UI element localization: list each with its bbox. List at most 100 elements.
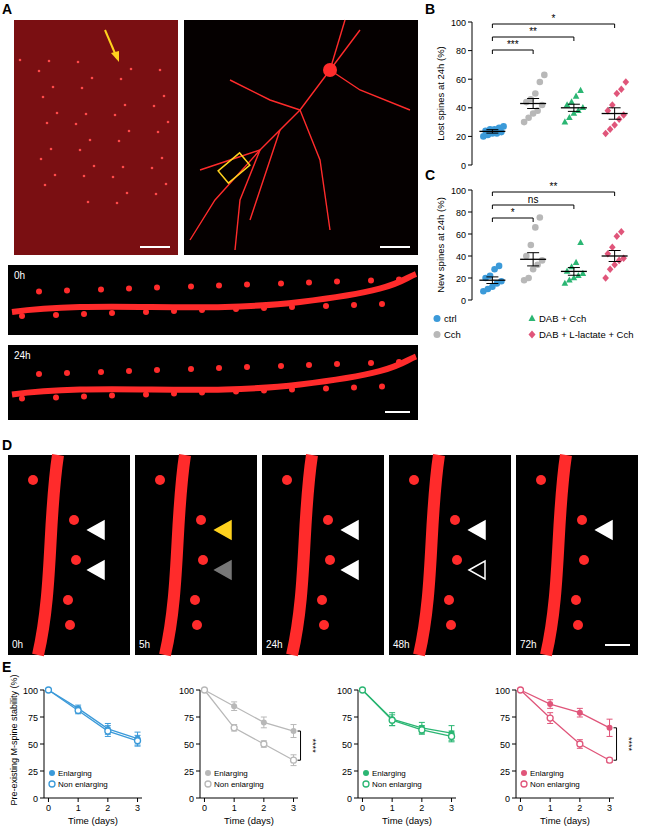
cell-spot [40,158,43,161]
data-point [45,687,51,693]
spine [306,362,312,368]
error-bar [486,130,498,133]
time-frame [8,455,130,655]
spine [109,393,115,399]
data-point [602,130,609,138]
spine [19,396,25,402]
x-axis [358,798,456,799]
data-point [577,87,584,93]
legend-label: Cch [444,329,461,340]
spine [323,515,333,525]
spine [36,371,42,377]
tick [468,50,472,51]
tick [468,107,472,108]
spine [351,385,357,391]
cell-spot [42,96,45,99]
axis-title: Time (days) [540,815,590,826]
dendrite [230,80,300,110]
error-bar [389,715,395,726]
cell-spot [167,121,170,124]
data-point [201,687,207,693]
cell-spot [93,165,96,168]
significance-bracket [492,24,614,28]
tick-label: 100 [23,686,38,696]
error-bar [135,735,141,746]
spine [65,620,75,630]
plot-area [517,687,612,763]
tick [468,79,472,80]
error-bar [547,713,553,724]
spine [444,595,454,605]
data-point [607,725,613,731]
dendrite [12,357,416,395]
cell-spot [46,122,49,125]
data-point [205,781,211,787]
significance-label: * [511,207,515,218]
tick [40,771,44,772]
spine [278,281,284,287]
tick-label: 0 [189,794,194,804]
tick-label: 0 [461,161,466,171]
data-point [449,733,455,739]
tick-label: 2 [261,803,266,813]
tick-label: 0 [505,794,510,804]
tick [512,798,516,799]
data-point [607,125,614,133]
tick-label: 75 [184,713,194,723]
spine [278,363,284,369]
data-point [537,214,544,221]
spine [325,555,335,565]
tick-label: 60 [456,230,466,240]
cell-spot [48,60,51,63]
tick-label: 3 [135,803,140,813]
x-axis [516,798,614,799]
spine [233,389,239,395]
axis-title: New spines at 24h (%) [435,197,446,293]
data-point [105,728,111,734]
significance-label: ns [528,194,539,205]
spine [571,595,581,605]
scale-bar [385,411,410,413]
plot-area [45,687,140,746]
data-point [359,687,365,693]
tick-label: 50 [500,740,510,750]
spine [261,388,267,394]
spine [233,306,239,312]
tick-label: 80 [456,46,466,56]
data-point [537,79,544,86]
cell-spot [91,77,94,80]
tick-label: 50 [342,740,352,750]
significance-label: **** [308,739,318,754]
tick [512,771,516,772]
data-point [231,725,237,731]
tick [550,798,551,802]
data-point [525,275,532,282]
error-bar [261,717,267,728]
time-label: 5h [139,639,150,650]
spine [198,555,208,565]
tick-label: 40 [456,103,466,113]
tick [196,744,200,745]
tick [362,798,363,802]
spine [450,515,460,525]
spine [289,387,295,393]
data-point [539,102,546,109]
tick-label: 0 [461,296,466,306]
error-bar [486,277,498,284]
tick [48,798,49,802]
tick-label: 2 [419,803,424,813]
legend-label: Non enlarging [58,780,108,789]
spine [71,555,81,565]
significance-label: *** [507,39,519,50]
tick-label: 100 [451,186,466,196]
tick [263,798,264,802]
arrowhead [469,561,485,579]
error-bar [389,713,395,726]
legend-label: DAB + L-lactate + Cch [539,329,634,340]
tick-label: 1 [232,803,237,813]
error-bar [527,253,539,266]
data-point [609,243,616,251]
spine [53,395,59,401]
scale-bar [140,246,170,248]
spine [368,360,374,366]
